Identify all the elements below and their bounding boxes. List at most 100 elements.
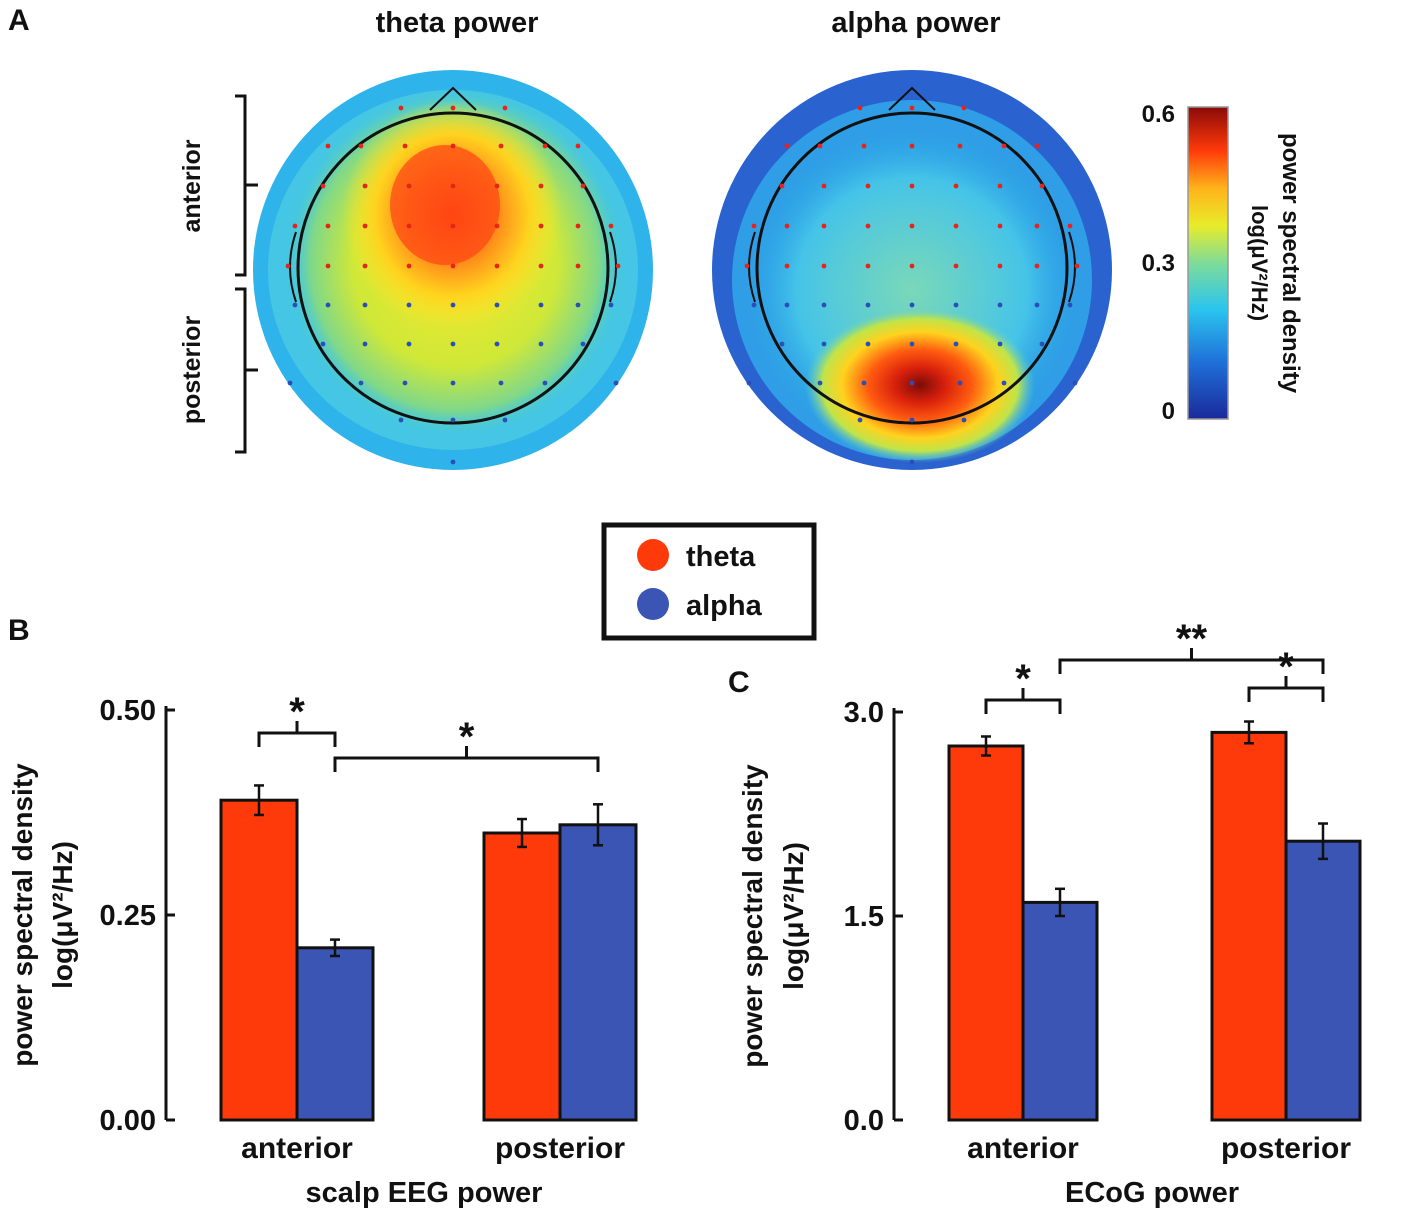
- chart-c-ecog: 3.0 1.5 0.0 anterior posterior ECoG power powe…: [737, 617, 1362, 1209]
- x-axis-label: scalp EEG power: [306, 1177, 543, 1209]
- electrode-dot: [285, 263, 291, 269]
- electrode-dot: [450, 223, 456, 229]
- electrode-dot: [325, 302, 331, 308]
- electrode-dot: [784, 263, 790, 269]
- electrode-dot: [615, 263, 621, 269]
- electrode-dot: [580, 183, 586, 189]
- electrode-dot: [997, 183, 1003, 189]
- colorbar-tick-mid: 0.3: [1142, 250, 1175, 277]
- electrode-dot: [865, 302, 871, 308]
- electrode-dot: [751, 223, 757, 229]
- electrode-dot: [502, 105, 508, 111]
- electrode-dot: [406, 263, 412, 269]
- electrode-dot: [865, 223, 871, 229]
- electrode-dot: [1001, 143, 1007, 149]
- electrode-dot: [450, 183, 456, 189]
- electrode-dot: [1039, 341, 1045, 347]
- electrode-dot: [402, 143, 408, 149]
- electrode-dot: [494, 183, 500, 189]
- electrode-dot: [997, 302, 1003, 308]
- electrode-dot: [909, 263, 915, 269]
- electrode-dot: [362, 223, 368, 229]
- y-tick-label: 3.0: [844, 697, 884, 729]
- electrode-dot: [1034, 223, 1040, 229]
- y-tick-label: 0.50: [100, 695, 156, 727]
- electrode-dot: [398, 417, 404, 423]
- electrode-dot: [1067, 302, 1073, 308]
- electrode-dot: [613, 380, 619, 386]
- electrode-dot: [362, 341, 368, 347]
- electrode-dot: [494, 341, 500, 347]
- electrode-dot: [398, 105, 404, 111]
- electrode-dot: [909, 459, 915, 465]
- electrode-dot: [957, 380, 963, 386]
- electrode-dot: [406, 302, 412, 308]
- panel-label-a: A: [8, 4, 30, 37]
- significance-bracket: [257, 721, 337, 747]
- electrode-dot: [406, 223, 412, 229]
- colorbar-label: power spectral density: [1277, 133, 1304, 394]
- electrode-dot: [494, 263, 500, 269]
- electrode-dot: [494, 302, 500, 308]
- electrode-dot: [865, 183, 871, 189]
- significance-marker: *: [1015, 657, 1031, 701]
- electrode-dot: [575, 302, 581, 308]
- y-tick-label: 0.00: [100, 1105, 156, 1137]
- electrode-dot: [953, 183, 959, 189]
- legend: [601, 522, 817, 641]
- colorbar-tick-min: 0: [1162, 398, 1175, 425]
- electrode-dot: [909, 302, 915, 308]
- electrode-dot: [538, 183, 544, 189]
- electrode-dot: [575, 143, 581, 149]
- alpha-topomap-title: alpha power: [831, 7, 1000, 39]
- electrode-dot: [498, 143, 504, 149]
- bar-posterior-alpha: [558, 823, 638, 1122]
- electrode-dot: [362, 183, 368, 189]
- significance-marker: *: [1278, 645, 1294, 689]
- electrode-dot: [857, 105, 863, 111]
- electrode-dot: [997, 341, 1003, 347]
- electrode-dot: [1034, 143, 1040, 149]
- bar-anterior-theta: [219, 798, 299, 1122]
- electrode-dot: [784, 143, 790, 149]
- electrode-dot: [287, 380, 293, 386]
- electrode-dot: [997, 263, 1003, 269]
- posterior-region-label: posterior: [178, 316, 206, 425]
- electrode-dot: [358, 380, 364, 386]
- bar-posterior-theta: [1210, 730, 1288, 1122]
- electrode-dot: [450, 302, 456, 308]
- electrode-dot: [450, 105, 456, 111]
- electrode-dot: [746, 380, 752, 386]
- y-axis-label: power spectral density: [737, 764, 768, 1068]
- y-axis-unit: log(μV²/Hz): [47, 841, 78, 989]
- electrode-dot: [450, 459, 456, 465]
- electrode-dot: [865, 263, 871, 269]
- electrode-dot: [542, 143, 548, 149]
- chart-b-scalp-eeg: 0.50 0.25 0.00 anterior posterior scalp EEG p…: [7, 690, 638, 1209]
- electrode-dot: [953, 263, 959, 269]
- bar-posterior-theta: [482, 831, 562, 1122]
- significance-bracket: [1058, 648, 1325, 674]
- x-tick-label: posterior: [1221, 1132, 1351, 1165]
- electrode-dot: [1072, 380, 1078, 386]
- y-tick-label: 0.0: [844, 1105, 884, 1137]
- x-axis-label: ECoG power: [1065, 1177, 1239, 1209]
- colorbar: [1187, 106, 1229, 420]
- electrode-dot: [494, 223, 500, 229]
- bar-posterior-alpha: [1284, 839, 1362, 1122]
- electrode-dot: [575, 223, 581, 229]
- y-tick-label: 1.5: [844, 901, 884, 933]
- y-axis-label: power spectral density: [7, 763, 38, 1067]
- colorbar-tick-max: 0.6: [1142, 101, 1175, 128]
- electrode-dot: [450, 263, 456, 269]
- electrode-dot: [538, 302, 544, 308]
- electrode-dot: [909, 183, 915, 189]
- electrode-dot: [292, 223, 298, 229]
- bar-anterior-alpha: [1021, 900, 1099, 1122]
- electrode-dot: [538, 341, 544, 347]
- electrode-dot: [909, 105, 915, 111]
- legend-theta-swatch: [637, 539, 669, 571]
- significance-bracket: [984, 688, 1062, 714]
- electrode-dot: [861, 143, 867, 149]
- electrode-dot: [779, 341, 785, 347]
